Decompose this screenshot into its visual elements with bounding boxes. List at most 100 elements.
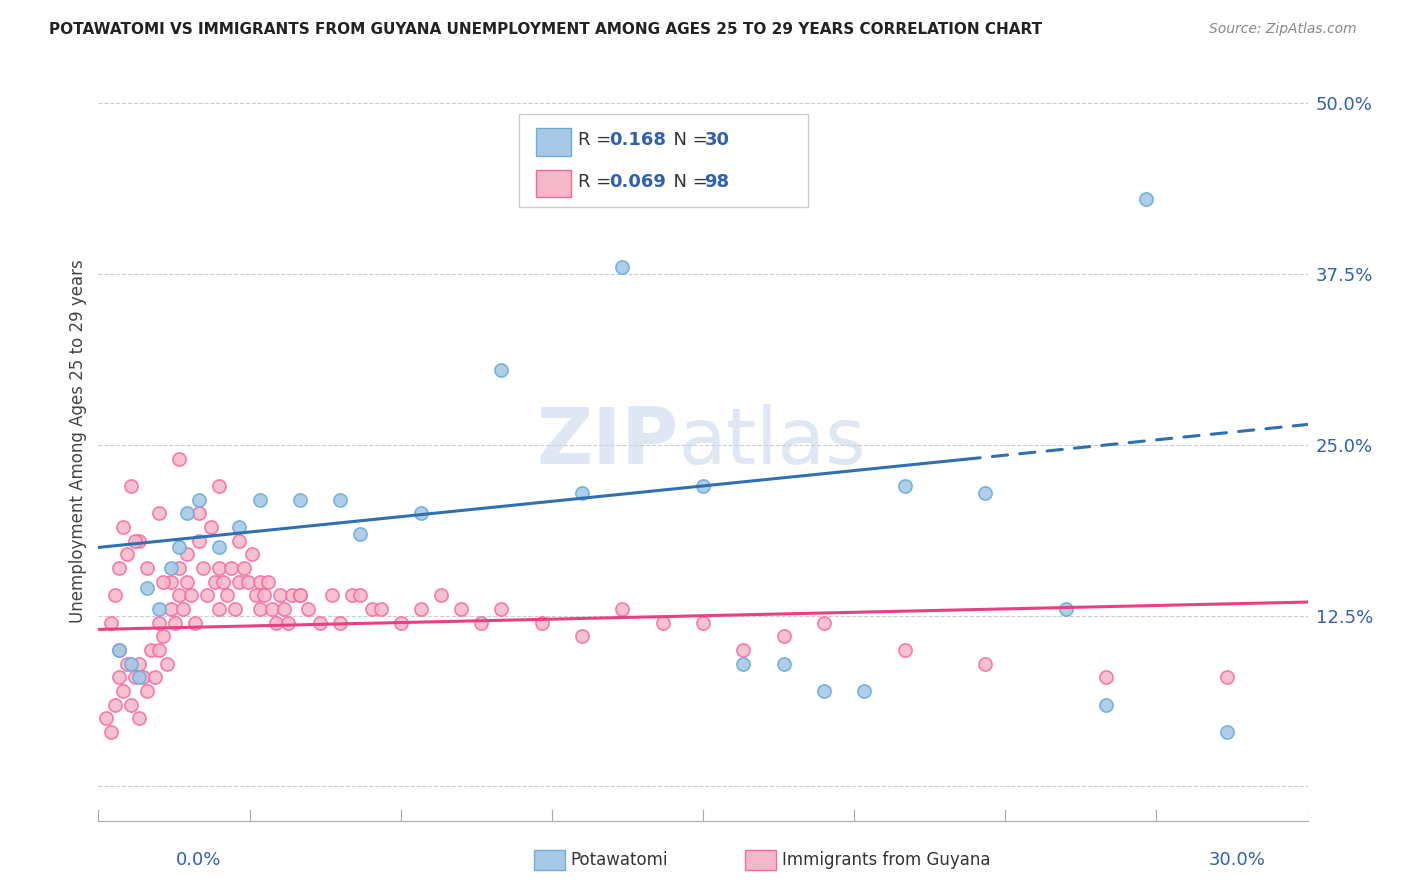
Point [813,684,835,698]
Point [571,629,593,643]
Point [1095,698,1118,712]
Point [128,670,150,684]
Point [160,602,183,616]
Point [184,615,207,630]
Point [288,588,311,602]
Point [217,588,239,602]
Point [1054,602,1077,616]
Point [115,547,138,561]
Point [163,615,186,630]
Point [148,643,170,657]
Point [1216,724,1239,739]
Point [329,615,352,630]
Point [349,526,371,541]
Point [228,520,250,534]
Point [232,561,254,575]
Point [530,615,553,630]
Point [733,643,755,657]
Point [470,615,492,630]
Point [160,561,183,575]
Point [772,657,794,671]
Point [228,533,250,548]
Point [893,643,915,657]
Point [245,588,267,602]
Point [188,533,211,548]
Point [176,547,198,561]
Point [120,698,142,712]
Point [124,670,146,684]
Point [651,615,673,630]
Point [249,574,271,589]
Point [612,260,634,275]
Point [208,602,231,616]
Text: 30.0%: 30.0% [1209,851,1265,869]
Point [409,506,432,520]
Point [733,657,755,671]
Text: R =: R = [578,172,617,191]
Text: N =: N = [662,131,714,149]
Point [107,643,129,657]
Text: 30: 30 [704,131,730,149]
Point [253,588,276,602]
Text: 0.168: 0.168 [609,131,666,149]
Point [612,602,634,616]
Point [288,588,311,602]
Text: atlas: atlas [679,403,866,480]
Point [172,602,194,616]
Text: R =: R = [578,131,617,149]
Point [124,533,146,548]
Point [135,582,157,596]
Point [321,588,343,602]
Point [1135,192,1157,206]
Point [772,629,794,643]
Y-axis label: Unemployment Among Ages 25 to 29 years: Unemployment Among Ages 25 to 29 years [69,260,87,624]
Text: 0.0%: 0.0% [176,851,221,869]
Point [309,615,332,630]
Text: 98: 98 [704,172,730,191]
Point [103,698,125,712]
Point [195,588,218,602]
Point [249,602,271,616]
Point [180,588,202,602]
Point [107,670,129,684]
Point [491,602,513,616]
Point [329,492,352,507]
Point [240,547,263,561]
Point [208,561,231,575]
Point [100,724,122,739]
Point [200,520,222,534]
Text: Potawatomi: Potawatomi [571,851,668,869]
Text: POTAWATOMI VS IMMIGRANTS FROM GUYANA UNEMPLOYMENT AMONG AGES 25 TO 29 YEARS CORR: POTAWATOMI VS IMMIGRANTS FROM GUYANA UNE… [49,22,1042,37]
Point [297,602,319,616]
Point [236,574,259,589]
Point [571,485,593,500]
Point [853,684,876,698]
Point [389,615,412,630]
Point [288,492,311,507]
Point [208,479,231,493]
Point [139,643,162,657]
Point [107,643,129,657]
Point [813,615,835,630]
Text: N =: N = [662,172,714,191]
Point [120,657,142,671]
Point [96,711,118,725]
Point [160,574,183,589]
Text: 0.069: 0.069 [609,172,666,191]
Point [974,485,997,500]
Point [224,602,246,616]
Point [152,629,174,643]
Point [176,574,198,589]
Point [167,451,190,466]
Point [176,506,198,520]
Text: Source: ZipAtlas.com: Source: ZipAtlas.com [1209,22,1357,37]
Point [120,479,142,493]
Point [103,588,125,602]
Point [450,602,472,616]
Point [148,615,170,630]
Point [409,602,432,616]
Point [277,615,299,630]
Point [692,479,714,493]
Point [107,561,129,575]
Point [188,492,211,507]
